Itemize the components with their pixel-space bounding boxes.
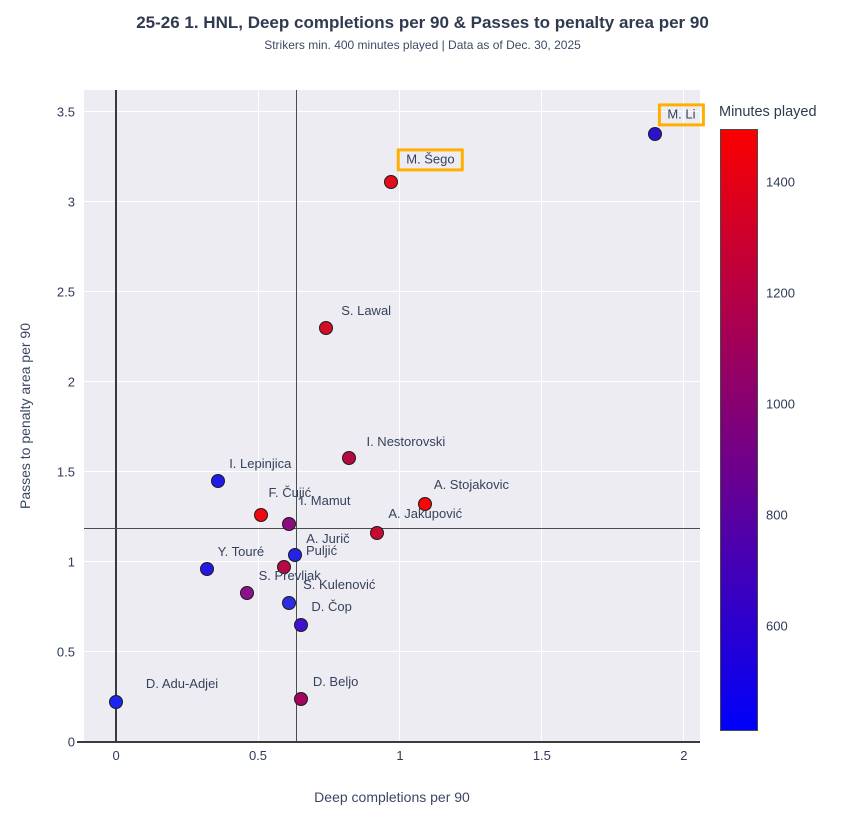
y-tick-label: 1.5: [56, 464, 75, 480]
x-tick-label: 0: [112, 748, 120, 763]
data-point-dot[interactable]: [276, 560, 291, 575]
data-point-dot[interactable]: [418, 497, 433, 512]
data-point-label: Puljić: [306, 543, 338, 559]
colorbar-tick-label: 1400: [766, 174, 795, 190]
data-point-dot[interactable]: [648, 126, 663, 141]
data-point-dot[interactable]: [109, 695, 124, 710]
data-point-label: D. Čop: [311, 598, 352, 614]
y-tick-label: 1: [67, 554, 75, 570]
data-point-dot[interactable]: [293, 617, 308, 632]
x-gridline: [257, 90, 259, 742]
x-tick-label: 1: [396, 748, 404, 763]
plot-area: M. Li M. Šego S. Lawal I. Nestorovski I. Lep…: [77, 90, 705, 743]
y-gridline: [84, 201, 700, 203]
x-gridline: [541, 90, 543, 742]
y-gridline: [84, 561, 700, 563]
vertical-reference-line: [295, 90, 297, 742]
x-tick-label: 1.5: [532, 748, 551, 763]
data-point-dot[interactable]: [282, 596, 297, 611]
data-point-dot[interactable]: [211, 473, 226, 488]
colorbar-tick-label: 800: [766, 507, 788, 523]
data-point-label: I. Lepinjica: [229, 455, 292, 471]
colorbar-title: Minutes played: [719, 104, 817, 120]
data-point-dot[interactable]: [287, 547, 302, 562]
data-point-label: S. Lawal: [341, 302, 392, 318]
data-point-label: A. Jakupović: [388, 506, 463, 522]
x-gridline: [683, 90, 685, 742]
y-gridline: [84, 471, 700, 473]
colorbar-tick-label: 1000: [766, 396, 795, 412]
data-point-dot[interactable]: [239, 585, 254, 600]
chart-title: 25-26 1. HNL, Deep completions per 90 & …: [136, 13, 709, 32]
y-axis-title: Passes to penalty area per 90: [17, 323, 33, 510]
x-tick-label: 0.5: [248, 748, 268, 763]
data-point-label: D. Adu-Adjei: [145, 676, 219, 692]
y-tick-label: 2: [67, 374, 75, 390]
y-gridline: [84, 651, 700, 653]
data-point-label: A. Stojakovic: [433, 477, 510, 493]
y-tick-label: 0.5: [56, 644, 75, 660]
data-point-label: M. Šego: [397, 148, 464, 172]
data-point-label: M. Li: [658, 102, 705, 127]
horizontal-reference-line: [84, 528, 700, 530]
y-gridline: [84, 381, 700, 383]
data-point-label: I. Nestorovski: [366, 433, 446, 449]
chart-subtitle: Strikers min. 400 minutes played | Data …: [264, 38, 581, 52]
colorbar-tick-label: 1200: [766, 285, 795, 301]
data-point-dot[interactable]: [253, 508, 268, 523]
y-tick-label: 0: [67, 734, 75, 750]
x-tick-label: 2: [680, 748, 688, 763]
data-point-dot[interactable]: [341, 450, 356, 465]
y-tick-label: 2.5: [56, 284, 75, 300]
colorbar-tick-label: 600: [766, 618, 788, 634]
x-axis-line: [77, 741, 700, 743]
y-gridline: [84, 111, 700, 113]
data-point-label: F. Čujić: [268, 485, 312, 501]
data-point-label: D. Beljo: [312, 673, 359, 689]
y-tick-label: 3.5: [56, 104, 75, 120]
data-point-label: I. Mamut: [299, 493, 351, 509]
colorbar-gradient: [720, 129, 758, 731]
data-point-dot[interactable]: [384, 175, 399, 190]
x-zero-line: [115, 90, 118, 742]
data-point-dot[interactable]: [370, 526, 385, 541]
data-point-label: S. Kulenović: [303, 577, 376, 593]
y-gridline: [84, 291, 700, 293]
y-tick-label: 3: [67, 194, 75, 210]
data-point-label: A. Jurič: [306, 530, 350, 546]
data-point-label: S. Prevljak: [258, 567, 321, 583]
x-axis-title: Deep completions per 90: [314, 789, 470, 805]
data-point-dot[interactable]: [319, 320, 334, 335]
data-point-dot[interactable]: [282, 517, 297, 532]
data-point-label: Y. Touré: [217, 544, 265, 560]
x-gridline: [399, 90, 401, 742]
data-point-dot[interactable]: [199, 562, 214, 577]
data-point-dot[interactable]: [293, 691, 308, 706]
